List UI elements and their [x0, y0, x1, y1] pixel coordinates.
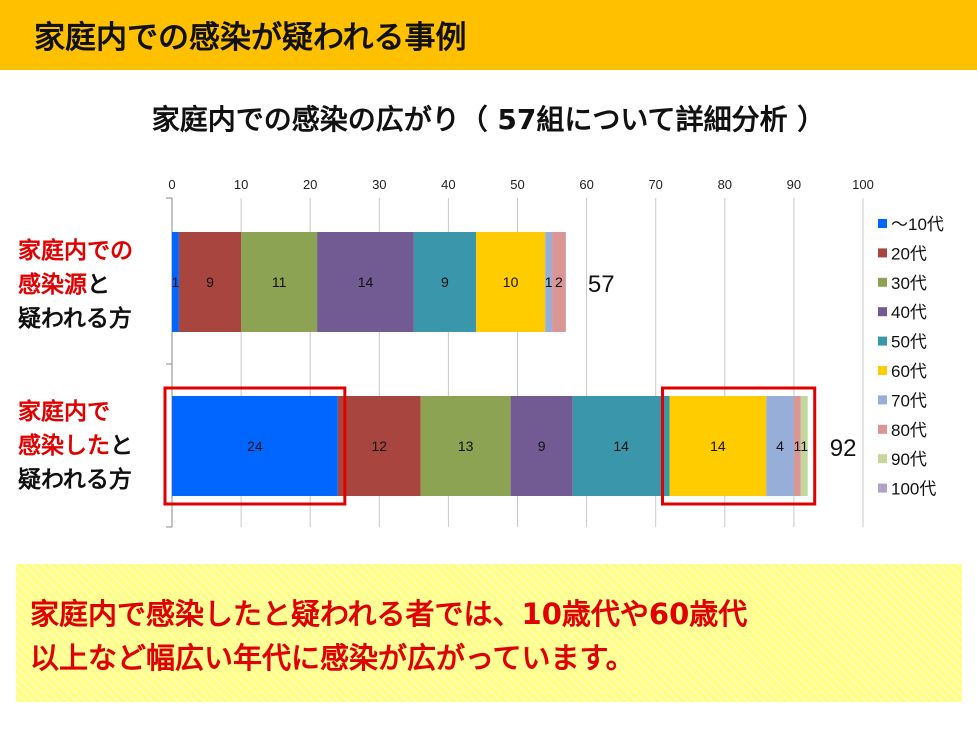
row-label-line: 感染源と — [18, 268, 133, 302]
data-label: 11 — [272, 274, 287, 290]
row-label-text: 疑われる方 — [18, 306, 132, 332]
row-label-text: 家庭内で — [18, 399, 110, 425]
legend-swatch — [878, 395, 887, 405]
x-tick-label: 60 — [579, 177, 593, 192]
callout-text: 家庭内で感染したと疑われる者では、10歳代や60歳代 以上など幅広い年代に感染が… — [30, 592, 747, 680]
data-label: 9 — [206, 274, 214, 290]
bar-segment — [766, 396, 794, 496]
row-label-text: 感染源 — [18, 272, 87, 298]
bar-segment — [510, 396, 573, 496]
highlight-frame — [661, 386, 817, 506]
bar-segment — [241, 232, 318, 332]
data-label: 1 — [172, 274, 180, 290]
data-label: 1 — [800, 438, 808, 454]
bar-segment — [545, 232, 553, 332]
row-label-text: と — [110, 433, 133, 459]
x-tick-label: 100 — [852, 177, 874, 192]
data-label: 10 — [503, 274, 519, 290]
legend-swatch — [878, 366, 887, 375]
page-title: 家庭内での感染が疑われる事例 — [34, 20, 467, 56]
legend-swatch — [878, 424, 887, 434]
row-label-infected: 家庭内で感染したと疑われる方 — [18, 395, 133, 497]
legend-swatch — [878, 277, 887, 287]
row-label-line: 疑われる方 — [18, 302, 133, 336]
x-tick-label: 40 — [441, 177, 455, 192]
bar-segment — [172, 232, 179, 332]
bar-total-label: 92 — [830, 435, 857, 462]
x-tick-label: 70 — [648, 177, 662, 192]
legend-label: 20代 — [891, 244, 927, 263]
legend-swatch — [878, 307, 887, 317]
bar-segment — [317, 232, 414, 332]
data-label: 12 — [372, 438, 388, 454]
legend-label: ～10代 — [891, 215, 944, 234]
bar-segment — [413, 232, 477, 332]
bar-segment — [337, 396, 421, 496]
data-label: 9 — [538, 438, 546, 454]
x-tick-label: 50 — [510, 177, 524, 192]
callout-line-2: 以上など幅広い年代に感染が広がっています。 — [30, 641, 635, 675]
highlight-frame — [163, 386, 347, 506]
legend-swatch — [878, 248, 887, 258]
bar-segment — [800, 396, 808, 496]
bar-segment — [476, 232, 546, 332]
bar-segment — [793, 396, 801, 496]
legend-label: 30代 — [891, 274, 927, 293]
row-label-source: 家庭内での感染源と疑われる方 — [18, 234, 133, 336]
legend-swatch — [878, 336, 887, 346]
legend-label: 70代 — [891, 391, 927, 410]
x-tick-label: 10 — [234, 177, 248, 192]
row-label-line: 家庭内での — [18, 234, 133, 268]
bar-segment — [172, 396, 338, 496]
row-label-line: 感染したと — [18, 429, 133, 463]
row-label-text: と — [87, 272, 110, 298]
chart-title: 家庭内での感染の広がり（ 57組について詳細分析 ） — [151, 103, 826, 136]
bar-segment — [669, 396, 767, 496]
data-label: 1 — [545, 274, 553, 290]
data-label: 14 — [613, 438, 629, 454]
row-label-text: 家庭内での — [18, 238, 133, 264]
x-tick-label: 80 — [718, 177, 732, 192]
bar-total-label: 57 — [588, 271, 615, 298]
row-label-line: 疑われる方 — [18, 463, 133, 497]
data-label: 14 — [710, 438, 726, 454]
legend-label: 50代 — [891, 333, 927, 352]
row-label-text: 感染した — [18, 433, 110, 459]
legend-label: 100代 — [891, 480, 936, 499]
x-tick-label: 90 — [787, 177, 801, 192]
legend-swatch — [878, 483, 887, 493]
x-tick-label: 30 — [372, 177, 386, 192]
data-label: 24 — [247, 438, 263, 454]
bar-segment — [572, 396, 670, 496]
row-label-text: 疑われる方 — [18, 467, 132, 493]
row-label-line: 家庭内で — [18, 395, 133, 429]
legend-swatch — [878, 454, 887, 464]
data-label: 14 — [358, 274, 374, 290]
data-label: 13 — [458, 438, 474, 454]
legend-label: 60代 — [891, 362, 927, 381]
header-bar: 家庭内での感染が疑われる事例 — [0, 0, 977, 70]
data-label: 2 — [555, 274, 563, 290]
data-label: 1 — [793, 438, 801, 454]
legend-swatch — [878, 219, 887, 228]
legend-label: 90代 — [891, 450, 927, 469]
bar-segment — [178, 232, 242, 332]
x-tick-label: 0 — [168, 177, 175, 192]
bar-segment — [552, 232, 566, 332]
callout-line-1: 家庭内で感染したと疑われる者では、10歳代や60歳代 — [30, 597, 748, 631]
legend-label: 80代 — [891, 421, 927, 440]
bar-segment — [420, 396, 511, 496]
x-tick-label: 20 — [303, 177, 317, 192]
data-label: 9 — [441, 274, 449, 290]
legend-label: 40代 — [891, 303, 927, 322]
summary-callout: 家庭内で感染したと疑われる者では、10歳代や60歳代 以上など幅広い年代に感染が… — [16, 564, 962, 702]
data-label: 4 — [776, 438, 784, 454]
